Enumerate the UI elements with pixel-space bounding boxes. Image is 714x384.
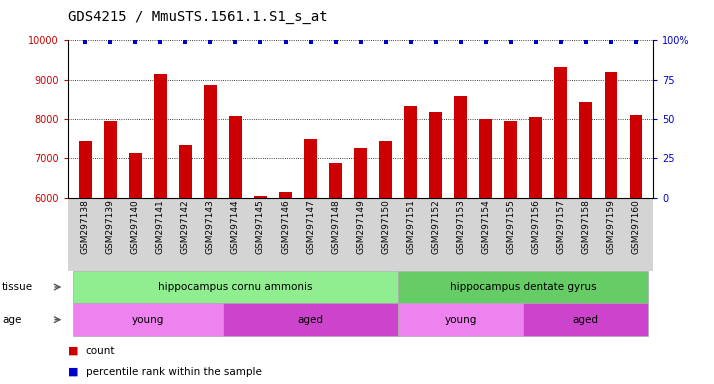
Text: percentile rank within the sample: percentile rank within the sample xyxy=(86,367,261,377)
Bar xyxy=(229,116,242,198)
Text: hippocampus cornu ammonis: hippocampus cornu ammonis xyxy=(159,282,313,292)
Text: aged: aged xyxy=(573,314,599,325)
Bar xyxy=(279,192,292,198)
Bar xyxy=(329,163,342,198)
Bar xyxy=(504,121,517,198)
Bar xyxy=(580,102,592,198)
Bar xyxy=(254,196,267,198)
Text: GDS4215 / MmuSTS.1561.1.S1_s_at: GDS4215 / MmuSTS.1561.1.S1_s_at xyxy=(68,10,328,24)
Bar xyxy=(555,67,567,198)
Bar xyxy=(530,117,542,198)
Text: young: young xyxy=(444,314,477,325)
Text: hippocampus dentate gyrus: hippocampus dentate gyrus xyxy=(450,282,596,292)
Bar xyxy=(630,116,642,198)
Bar xyxy=(429,112,442,198)
Text: age: age xyxy=(2,314,21,325)
Bar xyxy=(129,153,141,198)
Bar xyxy=(154,74,166,198)
Text: ■: ■ xyxy=(68,346,79,356)
Bar xyxy=(454,96,467,198)
Text: count: count xyxy=(86,346,115,356)
Bar xyxy=(379,141,392,198)
Bar xyxy=(354,148,367,198)
Bar xyxy=(479,119,492,198)
Bar xyxy=(605,72,617,198)
Bar xyxy=(79,141,91,198)
Bar xyxy=(104,121,116,198)
Bar xyxy=(404,106,417,198)
Bar xyxy=(179,146,191,198)
Text: ■: ■ xyxy=(68,367,79,377)
Bar xyxy=(204,85,217,198)
Text: tissue: tissue xyxy=(2,282,34,292)
Text: young: young xyxy=(131,314,164,325)
Bar xyxy=(304,139,317,198)
Text: aged: aged xyxy=(298,314,323,325)
